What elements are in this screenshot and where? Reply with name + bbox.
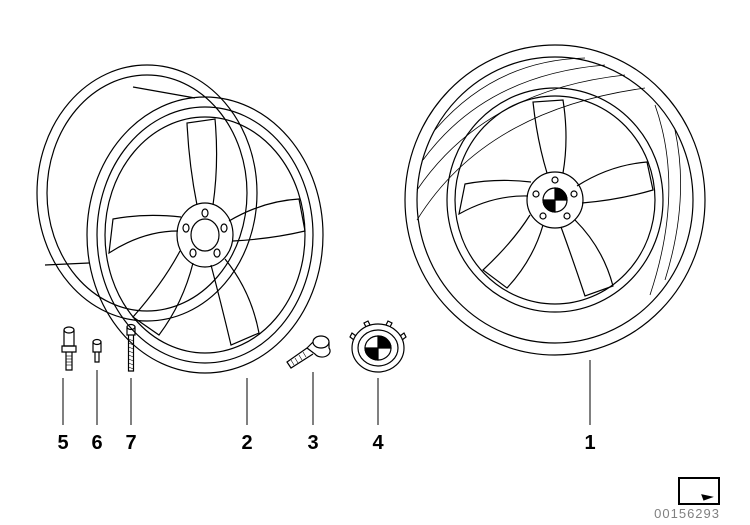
- part-number: 00156293: [654, 506, 720, 521]
- callout-5: 5: [57, 432, 68, 455]
- callout-3: 3: [307, 432, 318, 455]
- page-corner-icon: [678, 477, 720, 505]
- callout-6: 6: [91, 432, 102, 455]
- callout-7: 7: [125, 432, 136, 455]
- callout-1: 1: [584, 432, 595, 455]
- callout-2: 2: [241, 432, 252, 455]
- callout-4: 4: [372, 432, 383, 455]
